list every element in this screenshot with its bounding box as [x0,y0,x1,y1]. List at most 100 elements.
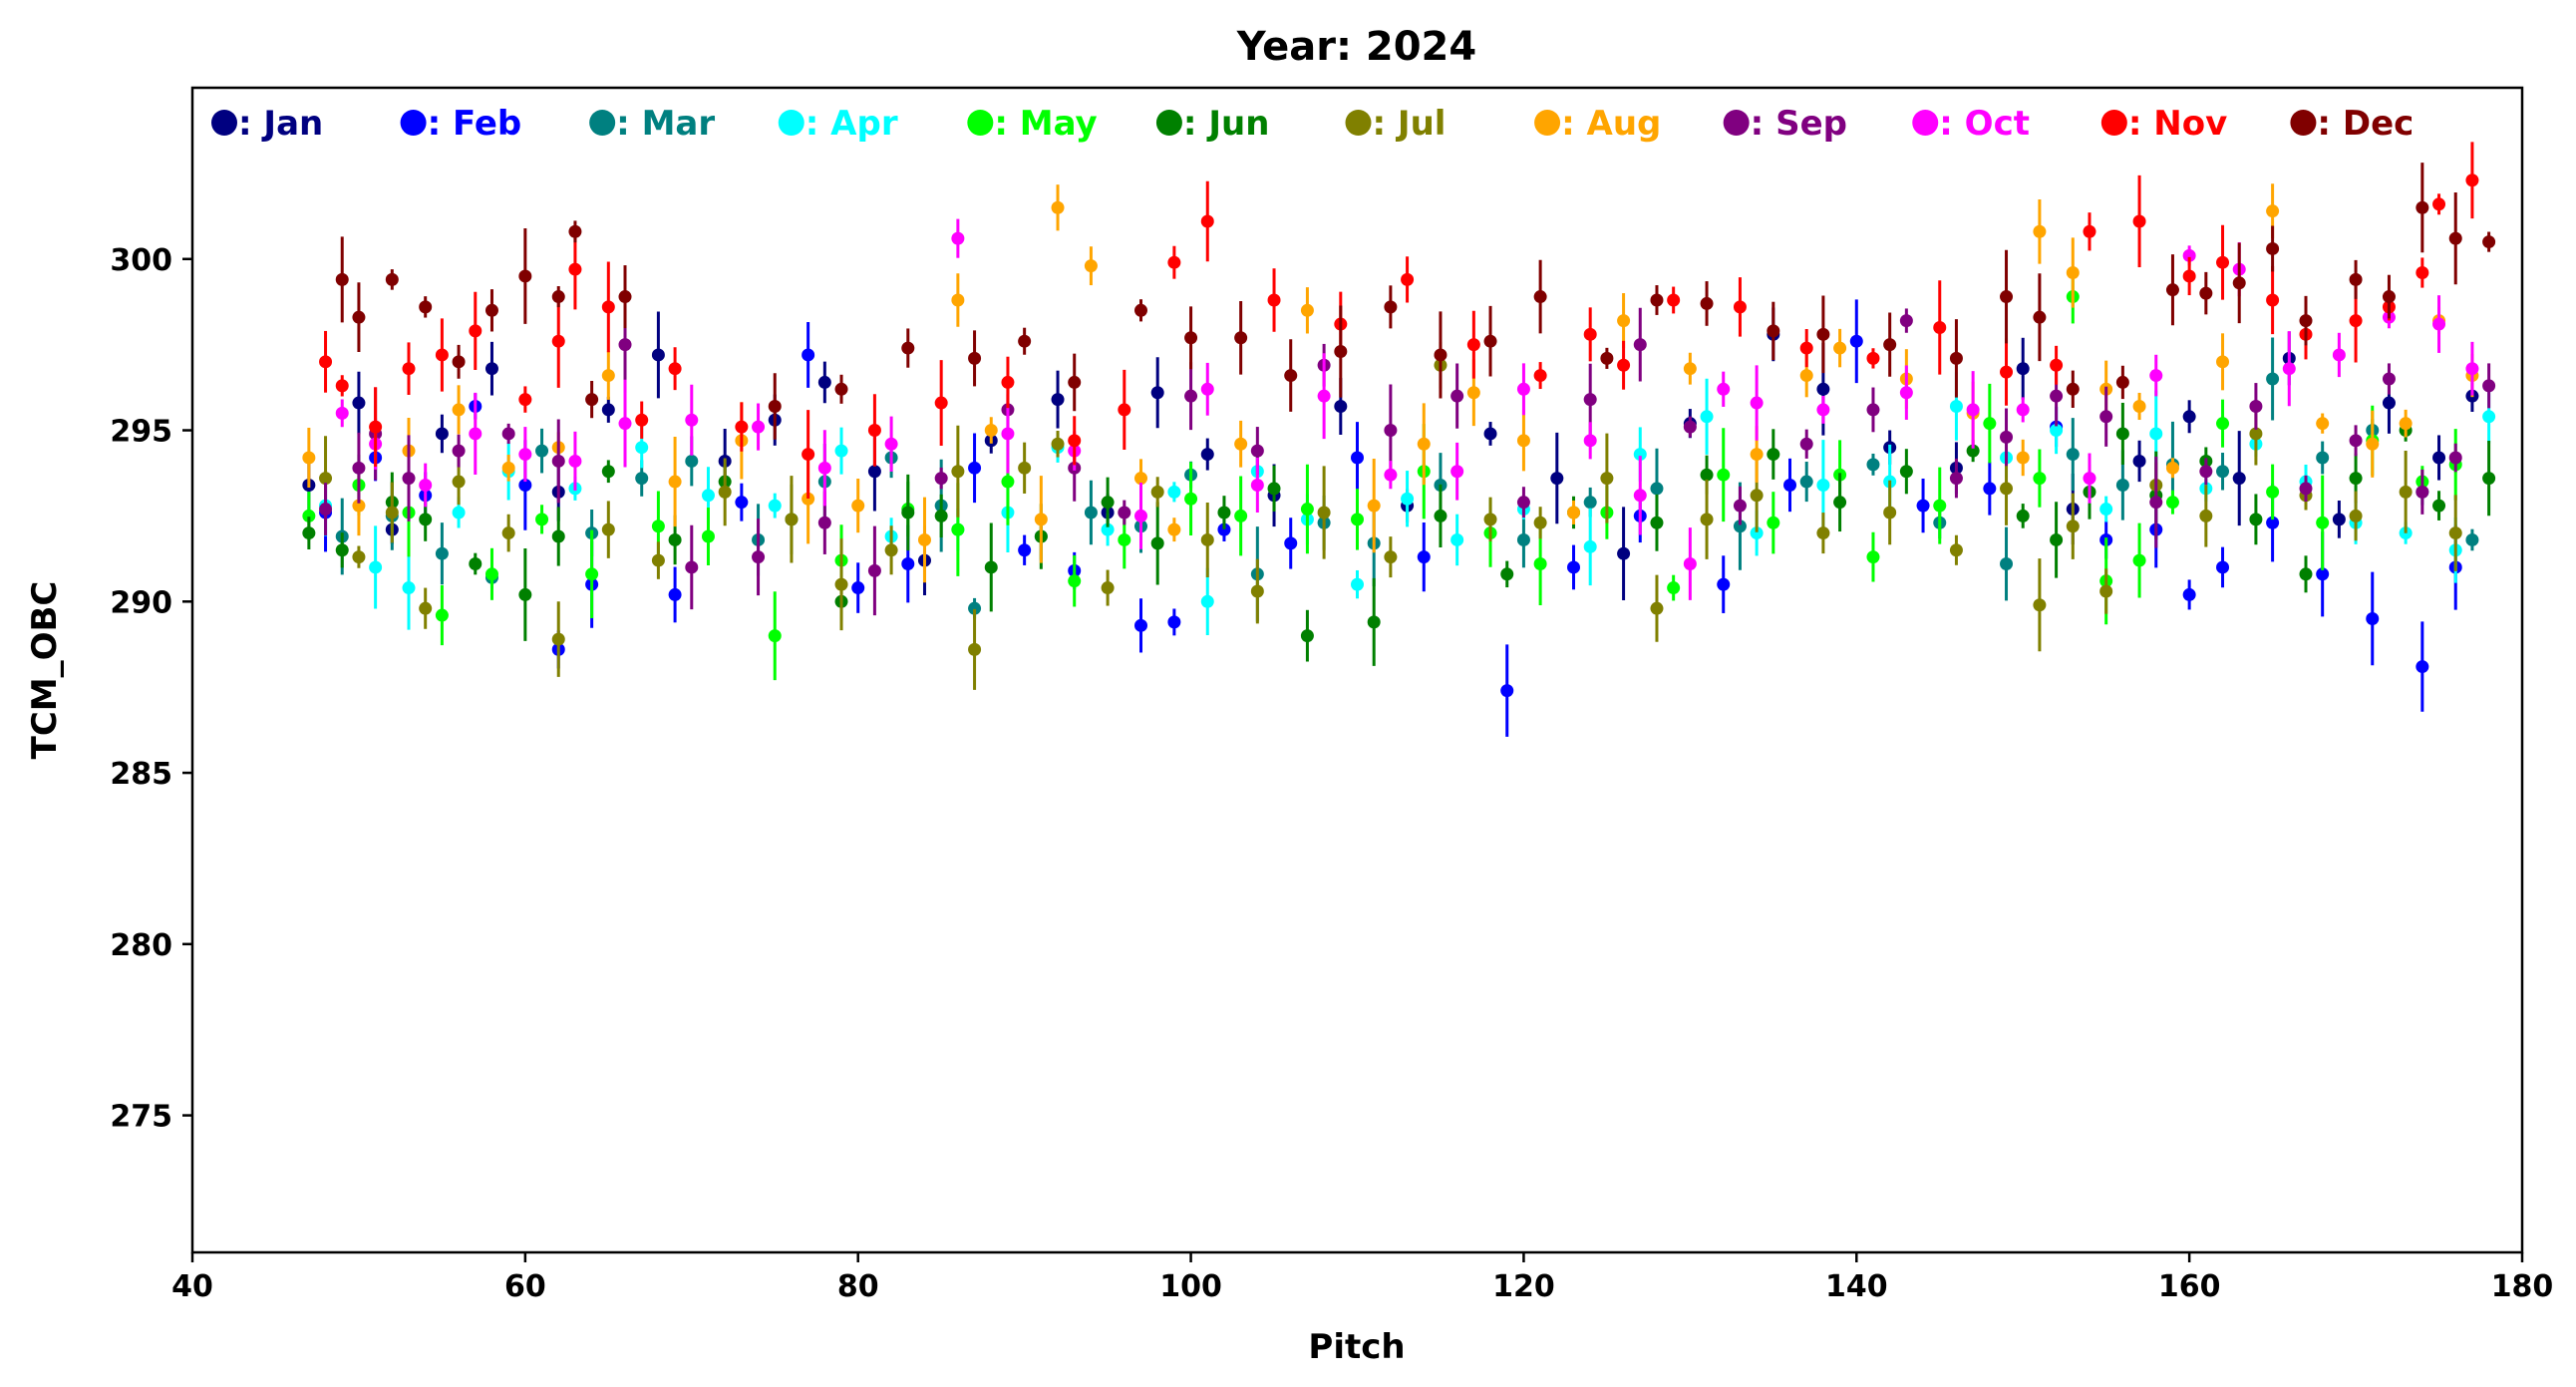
data-point [369,420,383,434]
data-point [1983,482,1997,496]
data-point [2266,293,2280,307]
data-point [2432,317,2446,331]
data-point [735,496,749,510]
data-point [2349,272,2363,286]
data-point [469,427,483,441]
data-point [601,522,615,536]
data-point [452,403,466,417]
data-point [668,362,682,376]
data-point [518,448,532,462]
data-point [2000,557,2014,571]
data-point [2399,485,2413,499]
legend-label: : Feb [428,104,522,144]
data-point [2016,403,2030,417]
data-point [1816,382,1830,396]
data-point [1384,300,1398,314]
data-point [1434,348,1448,362]
legend-item: : Sep [1723,104,1847,144]
data-point [635,441,649,455]
data-point [968,601,982,615]
legend-item: : Jun [1155,104,1270,144]
data-point [1150,386,1164,400]
series-dec [335,163,2496,440]
data-point [302,509,316,522]
data-point [2083,224,2096,238]
data-point [2415,660,2429,674]
x-tick-label: 120 [1492,1269,1555,1304]
data-point [2249,399,2263,413]
data-point [2415,266,2429,280]
data-point [968,351,982,365]
data-point [1700,296,1714,310]
data-point [618,417,632,431]
data-point [1118,403,1131,417]
data-point [335,543,349,557]
data-point [1816,478,1830,492]
legend-item: : Oct [1912,104,2030,144]
data-point [1767,448,1780,462]
data-point [2299,314,2313,328]
data-point [1733,520,1747,533]
data-point [501,427,515,441]
data-point [385,506,399,520]
data-point [1367,499,1381,513]
data-point [1750,489,1764,503]
data-point [1051,393,1065,407]
y-tick-label: 275 [110,1100,172,1135]
data-point [2216,417,2230,431]
data-point [2482,235,2496,249]
data-point [867,465,881,479]
data-point [1101,522,1115,536]
data-point [2199,465,2213,479]
data-point [435,348,449,362]
data-point [1799,437,1813,451]
data-point [2000,290,2014,304]
data-point [1667,293,1681,307]
data-point [1700,513,1714,526]
data-point [1466,338,1480,352]
data-point [1533,516,1547,529]
data-point [2165,461,2179,475]
data-point [1483,334,1497,348]
data-point [1450,389,1464,403]
data-point [685,560,699,574]
data-point [1833,341,1847,355]
data-point [469,324,483,338]
data-point [2132,214,2146,228]
data-point [1849,334,1863,348]
data-point [1001,475,1015,489]
x-tick-label: 140 [1825,1269,1888,1304]
data-point [551,529,565,543]
data-point [1733,499,1747,513]
data-point [1750,526,1764,540]
data-point [1401,272,1415,286]
data-point [701,529,715,543]
data-point [817,375,831,389]
data-point [1899,386,1913,400]
data-point [1118,532,1131,546]
data-point [668,587,682,601]
data-marks [302,142,2496,737]
data-point [302,526,316,540]
legend-label: : Jun [1183,104,1270,144]
data-point [1717,577,1731,591]
data-point [2182,269,2196,283]
x-axis-label: Pitch [1308,1327,1405,1367]
series-jul [319,341,2462,690]
data-point [2482,410,2496,424]
data-point [1700,410,1714,424]
data-point [551,632,565,646]
series-nov [319,142,2479,500]
data-point [1267,482,1281,496]
data-point [1617,546,1631,560]
data-point [1650,601,1664,615]
data-point [817,516,831,529]
legend-item: : May [967,104,1098,144]
data-point [951,465,965,479]
data-point [1284,369,1298,383]
x-tick-label: 100 [1159,1269,1222,1304]
data-point [1583,496,1597,510]
data-point [1816,327,1830,341]
legend-label: : Jul [1373,104,1447,144]
